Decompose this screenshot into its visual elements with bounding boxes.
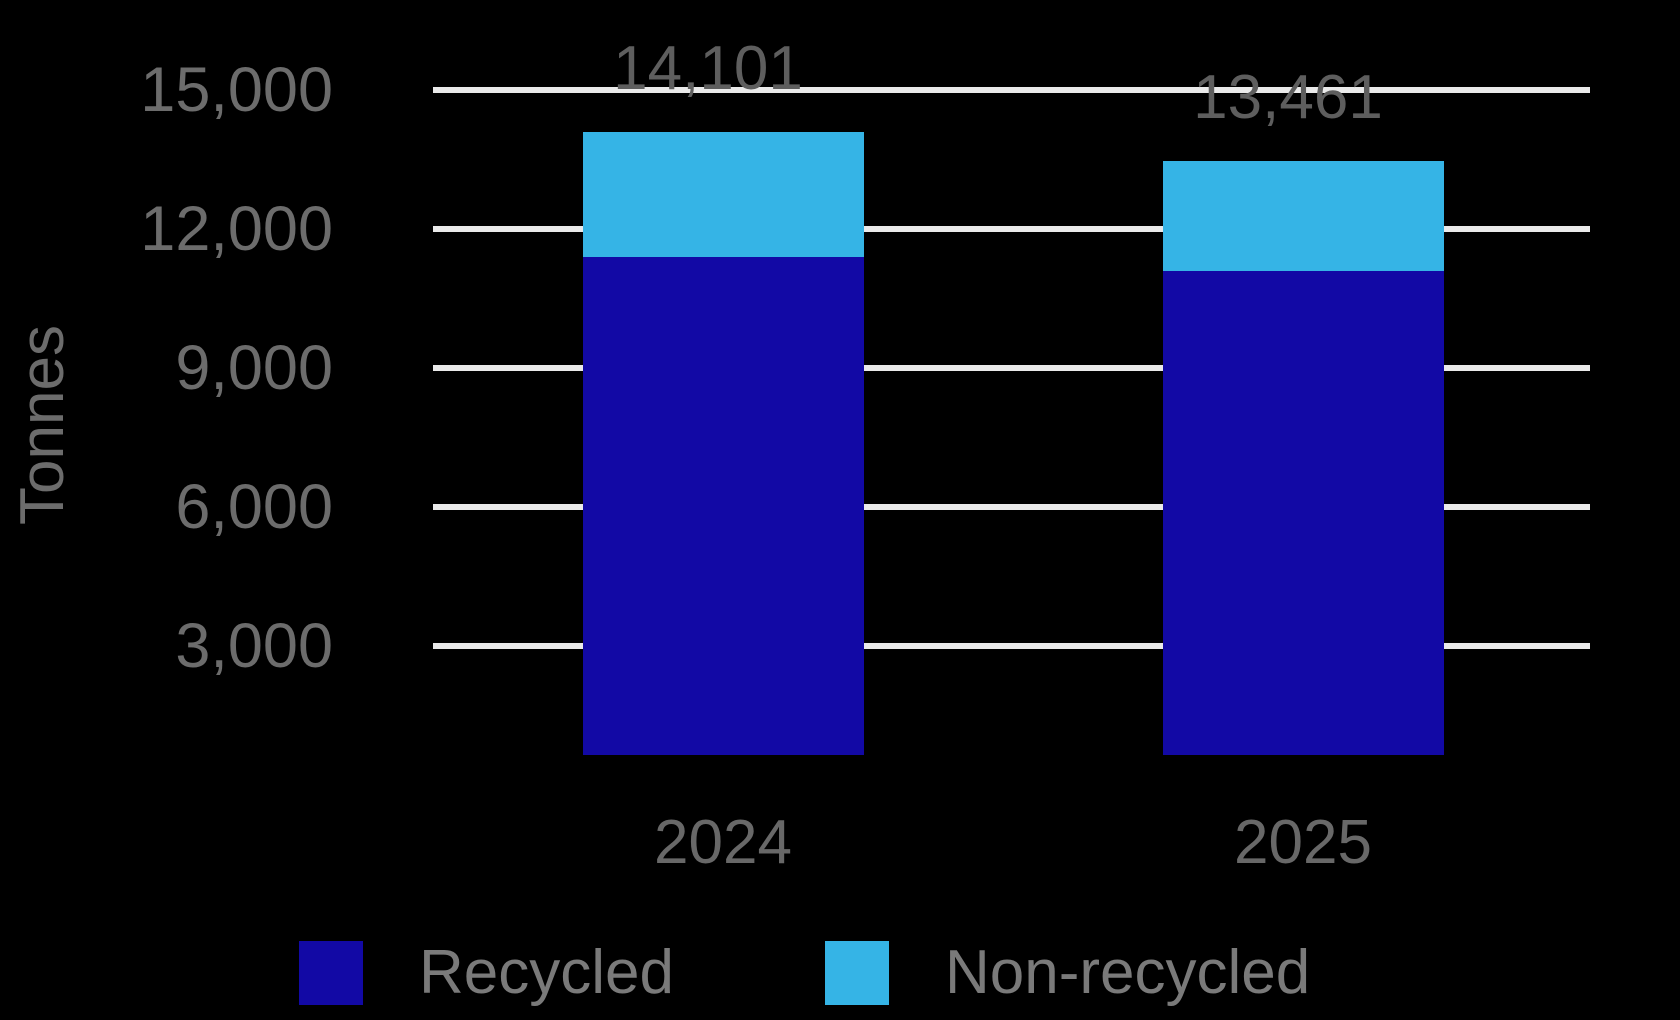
y-tick-label-15000: 15,000 <box>140 55 333 125</box>
legend-swatch-recycled <box>299 941 363 1005</box>
gridline-6000 <box>433 504 1590 510</box>
y-tick-label-6000: 6,000 <box>175 472 333 542</box>
bar-total-label-2024: 14,101 <box>613 33 803 103</box>
y-tick-label-12000: 12,000 <box>140 194 333 264</box>
bar-2024-segment-non-recycled <box>582 131 864 257</box>
bar-total-label-2025: 13,461 <box>1193 63 1383 133</box>
y-tick-label-9000: 9,000 <box>175 333 333 403</box>
bar-2024-segment-recycled <box>582 256 864 755</box>
x-axis-label-2024: 2024 <box>654 808 792 877</box>
gridline-15000 <box>433 87 1590 93</box>
gridline-12000 <box>433 226 1590 232</box>
legend-swatch-non-recycled <box>825 941 889 1005</box>
legend-label-non-recycled: Non-recycled <box>945 938 1311 1007</box>
bar-2025-segment-recycled <box>1162 270 1444 755</box>
gridline-3000 <box>433 643 1590 649</box>
gridline-9000 <box>433 365 1590 371</box>
legend-item-non-recycled: Non-recycled <box>825 940 1310 1006</box>
y-axis-title: Tonnes <box>8 325 77 525</box>
legend-label-recycled: Recycled <box>419 938 674 1007</box>
x-axis-label-2025: 2025 <box>1234 808 1372 877</box>
y-tick-label-3000: 3,000 <box>175 611 333 681</box>
bar-2025-segment-non-recycled <box>1162 161 1444 271</box>
legend-item-recycled: Recycled <box>299 940 674 1006</box>
